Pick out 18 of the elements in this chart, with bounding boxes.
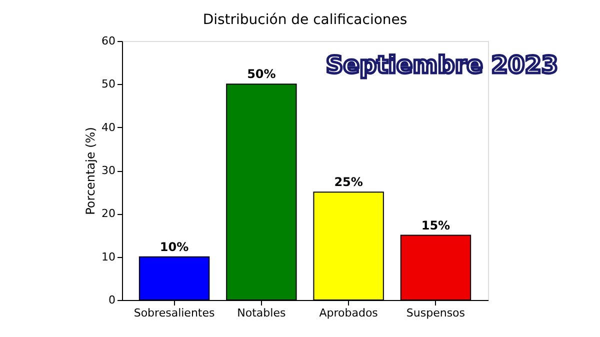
x-tick-label: Notables bbox=[237, 306, 286, 320]
y-axis-title: Porcentaje (%) bbox=[84, 127, 98, 215]
data-label: 10% bbox=[160, 240, 189, 254]
chart-title: Distribución de calificaciones bbox=[202, 12, 408, 28]
data-label: 50% bbox=[247, 67, 276, 82]
y-tick-label: 50 bbox=[102, 78, 116, 91]
y-tick-label: 60 bbox=[102, 34, 116, 48]
y-tick-label: 40 bbox=[102, 120, 116, 134]
annotation: Septiembre 2023 bbox=[326, 51, 558, 79]
y-tick-label: 0 bbox=[108, 294, 116, 306]
y-tick-label: 20 bbox=[102, 207, 116, 220]
data-label: 15% bbox=[421, 218, 450, 232]
y-tick-label: 10 bbox=[102, 250, 116, 264]
x-tick-label: Suspensos bbox=[406, 306, 466, 320]
x-tick-label: Aprobados bbox=[319, 306, 378, 320]
y-tick-label: 30 bbox=[102, 164, 116, 177]
data-label: 25% bbox=[334, 175, 363, 190]
x-tick-label: Sobresalientes bbox=[134, 306, 215, 320]
